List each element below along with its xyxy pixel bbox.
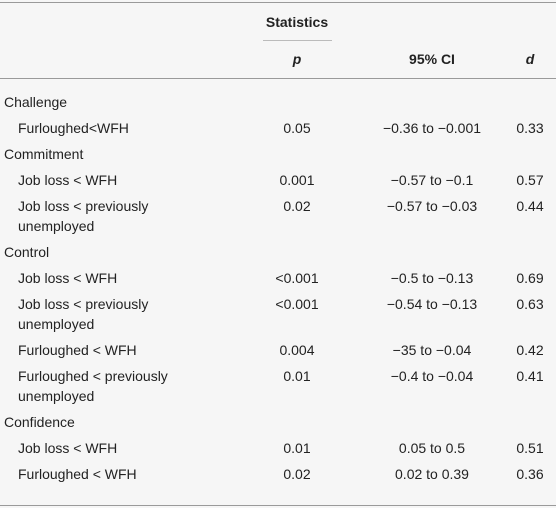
- table-row: Furloughed < WFH 0.004 −35 to −0.04 0.42: [0, 337, 556, 363]
- section-title: Commitment: [4, 146, 84, 162]
- effect-size: 0.42: [516, 342, 544, 358]
- row-label-cell: Job loss < WFH: [0, 265, 240, 291]
- row-label: Job loss < WFH: [18, 270, 118, 286]
- p-value: <0.001: [275, 296, 319, 312]
- table-row: Furloughed < previously unemployed 0.01 −0…: [0, 363, 556, 409]
- section-title: Challenge: [4, 94, 68, 110]
- p-value: 0.02: [283, 466, 311, 482]
- header-rule: [0, 78, 556, 79]
- confidence-interval: −0.5 to −0.13: [390, 270, 474, 286]
- table-row: Furloughed < WFH 0.02 0.02 to 0.39 0.36: [0, 461, 556, 487]
- section-title: Confidence: [4, 414, 75, 430]
- effect-size: 0.63: [516, 296, 544, 312]
- confidence-interval: −0.57 to −0.03: [386, 198, 478, 214]
- confidence-interval: −35 to −0.04: [392, 342, 472, 358]
- table-row: Job loss < previously unemployed <0.001 −0…: [0, 291, 556, 337]
- p-value: 0.01: [283, 368, 311, 384]
- effect-size: 0.33: [516, 120, 544, 136]
- row-label: Furloughed < WFH: [18, 466, 137, 482]
- confidence-interval: −0.54 to −0.13: [386, 296, 478, 312]
- table-row: Job loss < WFH 0.01 0.05 to 0.5 0.51: [0, 435, 556, 461]
- column-header: 95% CI: [409, 51, 455, 67]
- effect-size: 0.41: [516, 368, 544, 384]
- group-header: Statistics: [265, 14, 329, 30]
- row-label: Furloughed<WFH: [18, 120, 129, 136]
- row-label-cell: Furloughed < previously unemployed: [0, 363, 240, 409]
- effect-size: 0.44: [516, 198, 544, 214]
- column-header: p: [292, 51, 302, 67]
- table-row: Furloughed<WFH 0.05 −0.36 to −0.001 0.33: [0, 115, 556, 141]
- top-rule: [0, 2, 556, 3]
- effect-size: 0.69: [516, 270, 544, 286]
- row-label-cell: Job loss < previously unemployed: [0, 193, 240, 239]
- row-label: Job loss < WFH: [18, 440, 118, 456]
- table-body: Challenge Furloughed<WFH 0.05 −0.36 to −0.0…: [0, 89, 556, 487]
- effect-size: 0.57: [516, 172, 544, 188]
- p-value: 0.001: [279, 172, 315, 188]
- p-value: 0.05: [283, 120, 311, 136]
- confidence-interval: 0.02 to 0.39: [395, 466, 469, 482]
- table-row: Job loss < WFH 0.001 −0.57 to −0.1 0.57: [0, 167, 556, 193]
- confidence-interval: −0.57 to −0.1: [390, 172, 474, 188]
- group-underline: [263, 40, 332, 41]
- row-label-cell: Job loss < WFH: [0, 435, 240, 461]
- row-label: Job loss < previously unemployed: [18, 296, 149, 332]
- effect-size: 0.36: [516, 466, 544, 482]
- table-row: Job loss < WFH <0.001 −0.5 to −0.13 0.69: [0, 265, 556, 291]
- confidence-interval: −0.36 to −0.001: [382, 120, 482, 136]
- table-row: Job loss < previously unemployed 0.02 −0.5…: [0, 193, 556, 239]
- row-label-cell: Furloughed<WFH: [0, 115, 240, 141]
- effect-size: 0.51: [516, 440, 544, 456]
- column-header-row: p 95% CI d: [0, 46, 550, 72]
- p-value: 0.02: [283, 198, 311, 214]
- section-title: Control: [4, 244, 50, 260]
- row-label-cell: Furloughed < WFH: [0, 461, 240, 487]
- row-label: Job loss < WFH: [18, 172, 118, 188]
- row-label-cell: Furloughed < WFH: [0, 337, 240, 363]
- bottom-rule: [0, 505, 556, 506]
- p-value: 0.004: [279, 342, 315, 358]
- row-label-cell: Job loss < WFH: [0, 167, 240, 193]
- confidence-interval: 0.05 to 0.5: [398, 440, 466, 456]
- row-label: Furloughed < WFH: [18, 342, 137, 358]
- row-label-cell: Job loss < previously unemployed: [0, 291, 240, 337]
- p-value: <0.001: [275, 270, 319, 286]
- row-label: Furloughed < previously unemployed: [18, 368, 168, 404]
- row-label: Job loss < previously unemployed: [18, 198, 149, 234]
- p-value: 0.01: [283, 440, 311, 456]
- confidence-interval: −0.4 to −0.04: [390, 368, 474, 384]
- column-header: d: [525, 51, 535, 67]
